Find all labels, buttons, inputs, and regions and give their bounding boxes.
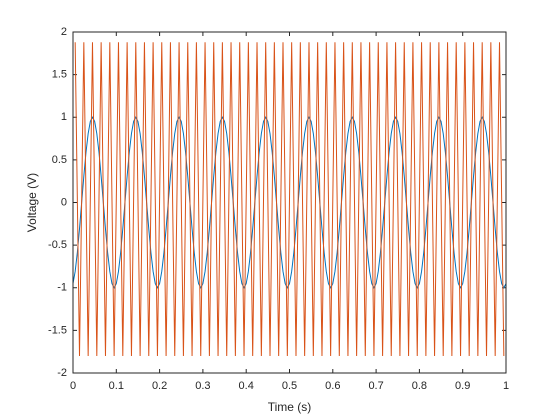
series-line [74,42,505,356]
y-tick-label: 1 [61,111,67,123]
x-tick-label: 0.5 [282,380,297,392]
x-tick-label: 0.9 [455,380,470,392]
series-line [72,116,507,289]
x-tick-label: 0.8 [412,380,427,392]
y-tick-label: -1.5 [48,324,67,336]
x-tick-label: 0.2 [152,380,167,392]
y-tick-label: -1 [57,282,67,294]
plot-frame [72,31,507,374]
x-tick-label: 0.7 [368,380,383,392]
y-axis-label: Voltage (V) [25,173,39,232]
y-tick-label: -2 [57,367,67,379]
x-tick-label: 0.6 [325,380,340,392]
y-tick-label: 2 [61,26,67,38]
x-tick-label: 0.4 [239,380,254,392]
x-tick-label: 1 [503,380,509,392]
y-tick-label: 0 [61,196,67,208]
y-tick-label: 0.5 [52,154,67,166]
y-tick-label: -0.5 [48,239,67,251]
x-tick-label: 0.3 [195,380,210,392]
x-tick-label: 0.1 [109,380,124,392]
y-tick-label: 1.5 [52,69,67,81]
x-axis-label: Time (s) [268,400,312,414]
x-tick-label: 0 [70,380,76,392]
